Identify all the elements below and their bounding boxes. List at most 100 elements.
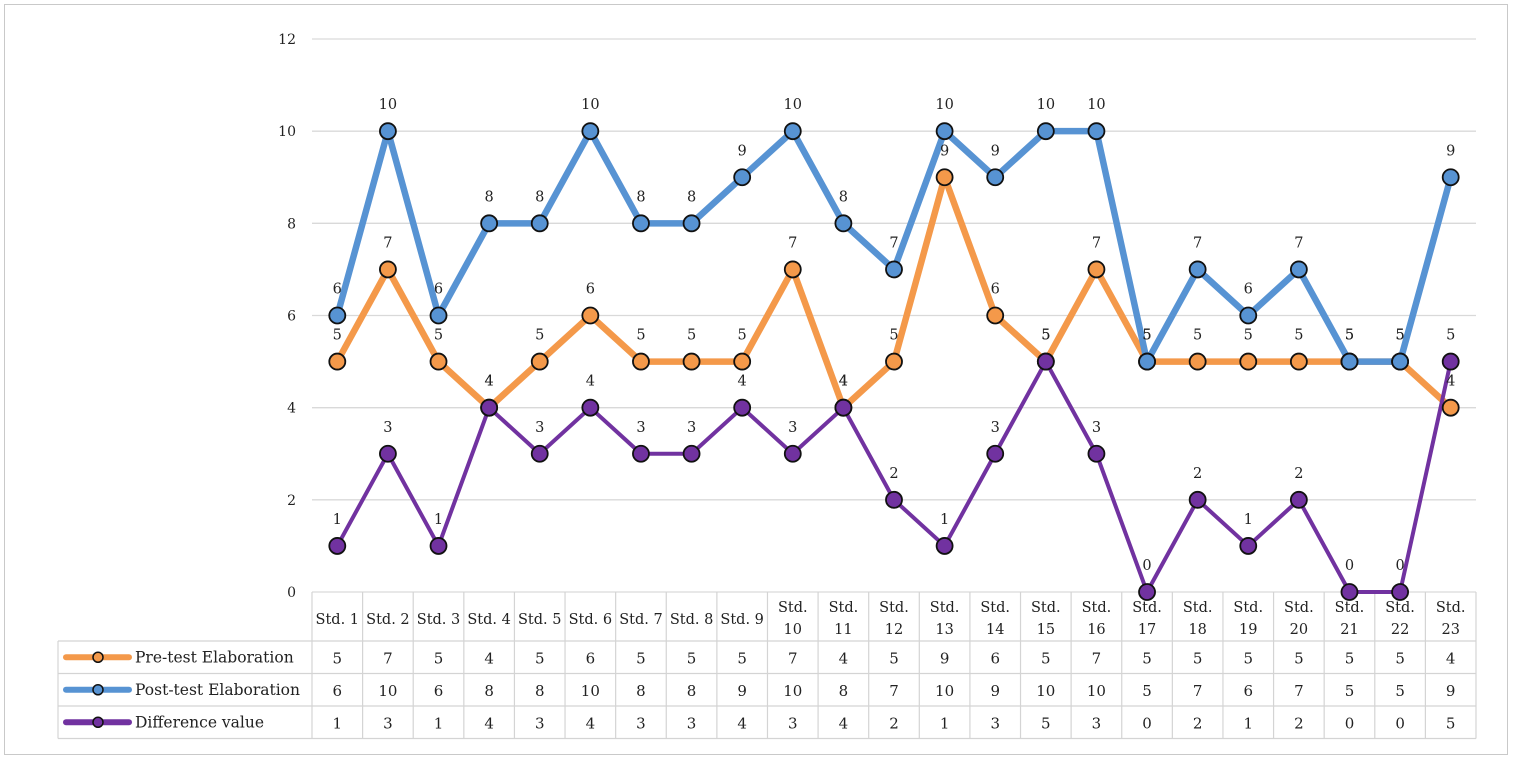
category-label: 12: [885, 622, 903, 638]
data-label: 0: [1345, 558, 1354, 574]
data-point: [1087, 444, 1106, 463]
category-label: Std. 1: [316, 612, 360, 628]
data-label: 4: [586, 374, 595, 390]
data-point: [632, 444, 650, 463]
table-cell-value: 6: [1243, 682, 1253, 700]
table-cell-value: 9: [737, 682, 747, 700]
data-point: [885, 260, 903, 279]
data-point: [834, 398, 853, 417]
table-cell-value: 5: [1193, 649, 1203, 667]
table-cell-value: 8: [636, 682, 646, 700]
table-cell-value: 7: [1092, 649, 1102, 667]
data-point: [379, 260, 397, 279]
table-cell-value: 5: [1446, 714, 1456, 732]
data-label: 5: [1294, 328, 1303, 344]
data-label: 7: [1092, 235, 1101, 251]
legend-label: Difference value: [135, 713, 264, 731]
category-label: 19: [1239, 622, 1257, 638]
table-cell-value: 1: [333, 714, 343, 732]
category-label: Std.: [1183, 600, 1213, 616]
category-label: Std. 8: [670, 612, 714, 628]
data-point: [429, 352, 448, 371]
data-label: 4: [839, 374, 848, 390]
data-label: 7: [889, 235, 898, 251]
category-label: 10: [784, 622, 802, 638]
data-point: [530, 352, 549, 371]
legend-label: Post-test Elaboration: [135, 681, 300, 699]
table-cell-value: 3: [1092, 714, 1102, 732]
category-label: Std. 6: [569, 612, 613, 628]
data-label: 7: [383, 235, 392, 251]
data-label: 4: [1446, 374, 1455, 390]
category-label: 18: [1188, 622, 1206, 638]
table-cell-value: 7: [383, 649, 393, 667]
data-point: [1340, 352, 1359, 371]
data-point: [1289, 352, 1308, 371]
data-point: [1391, 583, 1409, 601]
data-label: 9: [738, 143, 747, 159]
table-cell-value: 0: [1345, 714, 1355, 732]
table-cell-value: 3: [636, 714, 646, 732]
y-tick-label: 10: [278, 124, 296, 140]
data-point: [1391, 352, 1409, 371]
data-label: 10: [581, 97, 599, 113]
table-cell-value: 5: [737, 649, 747, 667]
table-cell-value: 3: [788, 714, 798, 732]
data-label: 5: [738, 328, 747, 344]
category-label: Std. 2: [366, 612, 410, 628]
table-cell-value: 5: [1345, 649, 1355, 667]
data-label: 10: [784, 97, 802, 113]
data-point: [530, 444, 549, 463]
data-point: [1340, 583, 1359, 601]
data-point: [1441, 352, 1460, 371]
legend-label: Pre-test Elaboration: [135, 648, 294, 666]
data-label: 3: [636, 420, 645, 436]
y-tick-label: 0: [287, 585, 296, 601]
data-point: [783, 444, 802, 463]
data-label: 10: [1037, 97, 1055, 113]
table-cell-value: 10: [581, 682, 600, 700]
data-label: 6: [991, 282, 1000, 298]
table-cell-value: 2: [1294, 714, 1304, 732]
data-point: [530, 214, 549, 233]
data-label: 4: [485, 374, 494, 390]
category-label: Std. 7: [619, 612, 663, 628]
table-cell-value: 1: [1243, 714, 1253, 732]
table-cell-value: 0: [1142, 714, 1152, 732]
legend-key-marker: [92, 684, 104, 696]
category-label: Std.: [1031, 600, 1061, 616]
data-label: 9: [1446, 143, 1455, 159]
data-label: 5: [1193, 328, 1202, 344]
table-cell-value: 5: [1294, 649, 1304, 667]
data-label: 8: [535, 189, 544, 205]
data-label: 7: [788, 235, 797, 251]
category-label: Std. 9: [720, 612, 764, 628]
data-point: [733, 398, 752, 417]
category-label: Std.: [1233, 600, 1263, 616]
data-label: 3: [383, 420, 392, 436]
table-cell-value: 9: [1446, 682, 1456, 700]
table-cell-value: 9: [990, 682, 1000, 700]
table-cell-value: 4: [484, 649, 494, 667]
data-label: 3: [991, 420, 1000, 436]
category-label: 13: [935, 622, 953, 638]
data-label: 6: [333, 282, 342, 298]
data-point: [1087, 260, 1106, 279]
table-cell-value: 2: [889, 714, 899, 732]
data-point: [783, 260, 802, 279]
data-label: 5: [1142, 328, 1151, 344]
data-label: 8: [839, 189, 848, 205]
category-label: Std.: [1385, 600, 1415, 616]
category-label: Std.: [879, 600, 909, 616]
table-cell-value: 5: [1142, 649, 1152, 667]
data-label: 7: [1193, 235, 1202, 251]
data-point: [480, 398, 499, 417]
table-cell-value: 10: [378, 682, 397, 700]
data-point: [429, 537, 448, 555]
category-label: Std.: [1284, 600, 1314, 616]
data-point: [986, 306, 1005, 325]
table-cell-value: 3: [383, 714, 393, 732]
table-cell-value: 6: [434, 682, 444, 700]
y-tick-label: 6: [287, 309, 296, 325]
data-label: 5: [687, 328, 696, 344]
